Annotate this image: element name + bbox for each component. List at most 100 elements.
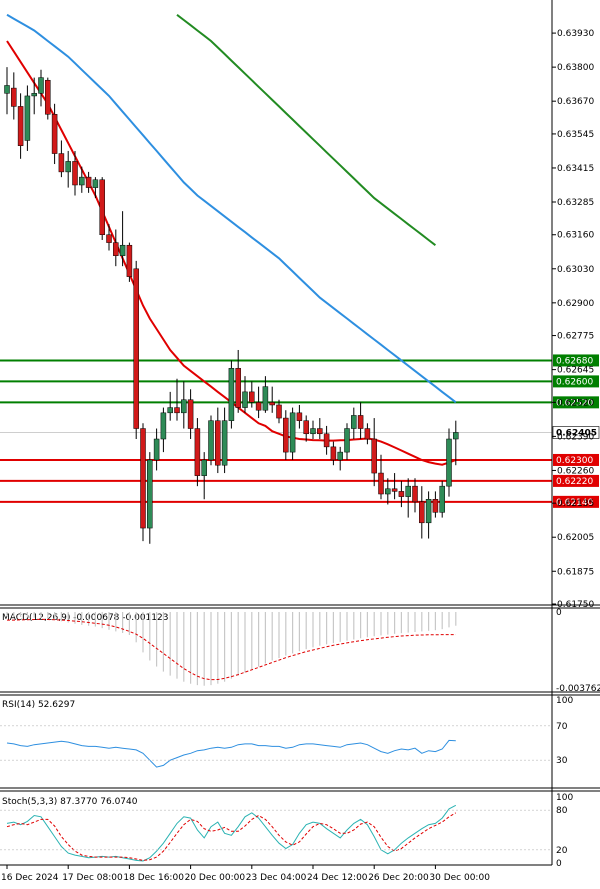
stoch-panel: Stoch(5,3,3) 87.3770 76.0740 100 80 20 0 bbox=[0, 793, 573, 869]
price-tick-label: 0.62390 bbox=[557, 432, 594, 442]
price-tick-label: 0.63030 bbox=[557, 265, 594, 275]
stoch-tick-label: 100 bbox=[556, 793, 573, 803]
price-tick-label: 0.62645 bbox=[557, 366, 594, 376]
candle-body bbox=[364, 428, 371, 440]
time-tick-label: 17 Dec 08:00 bbox=[62, 873, 123, 883]
time-axis: 16 Dec 2024 17 Dec 08:00 18 Dec 16:00 20 De… bbox=[1, 865, 490, 883]
candle-body bbox=[4, 85, 10, 94]
candle-body bbox=[201, 459, 207, 476]
macd-signal-line bbox=[7, 618, 456, 681]
rsi-line bbox=[6, 739, 456, 768]
macd-tick-label: -0.003762 bbox=[556, 684, 600, 694]
time-tick-label: 23 Dec 04:00 bbox=[246, 873, 307, 883]
rsi-panel: RSI(14) 52.6297 100 70 30 bbox=[0, 696, 573, 768]
macd-label: MACD(12,26,9) -0.000678 -0.001123 bbox=[2, 613, 168, 623]
rsi-tick-label: 30 bbox=[556, 756, 568, 766]
candle-body bbox=[425, 498, 432, 524]
time-tick-label: 30 Dec 00:00 bbox=[429, 873, 490, 883]
candle-body bbox=[119, 244, 126, 256]
current-price-label: 0.62405 bbox=[556, 428, 597, 438]
candle-body bbox=[140, 428, 146, 529]
candle-body bbox=[208, 420, 214, 461]
candle-body bbox=[228, 368, 235, 421]
candle-body bbox=[405, 485, 411, 497]
price-tick-label: 0.62260 bbox=[557, 466, 594, 476]
stoch-tick-label: 80 bbox=[556, 806, 568, 816]
time-tick-label: 24 Dec 12:00 bbox=[307, 873, 368, 883]
candle-body bbox=[106, 234, 112, 243]
candle-body bbox=[85, 176, 92, 188]
rsi-tick-label: 100 bbox=[556, 696, 573, 706]
candle-body bbox=[133, 268, 139, 429]
level-tag bbox=[553, 396, 599, 409]
candle-body bbox=[24, 95, 31, 141]
time-tick-label: 16 Dec 2024 bbox=[1, 873, 59, 883]
macd-axis: 0 -0.003762 bbox=[556, 608, 600, 694]
candle-body bbox=[38, 77, 44, 94]
stoch-tick-label: 20 bbox=[556, 846, 568, 856]
level-tag bbox=[553, 375, 599, 388]
candle-body bbox=[317, 428, 323, 435]
candle-body bbox=[153, 438, 160, 461]
level-tag-label: 0.62680 bbox=[556, 356, 593, 366]
time-tick-label: 20 Dec 00:00 bbox=[185, 873, 246, 883]
candle-body bbox=[296, 412, 303, 421]
candle-body bbox=[160, 412, 167, 440]
candle-body bbox=[11, 87, 17, 107]
price-tick-label: 0.63285 bbox=[557, 198, 594, 208]
candle-body bbox=[337, 451, 343, 461]
candle-body bbox=[378, 472, 384, 495]
stoch-label: Stoch(5,3,3) 87.3770 76.0740 bbox=[2, 797, 138, 807]
candle-body bbox=[446, 438, 452, 487]
candle-body bbox=[357, 415, 364, 429]
price-tick-label: 0.61750 bbox=[557, 600, 594, 610]
stoch-signal-line bbox=[6, 812, 457, 861]
price-axis: 0.63930 0.63800 0.63670 0.63545 0.63415 0.632… bbox=[552, 29, 594, 610]
candle-body bbox=[303, 420, 309, 435]
candle-body bbox=[221, 420, 228, 466]
price-tick-label: 0.62135 bbox=[557, 499, 594, 509]
price-tick-label: 0.63930 bbox=[557, 29, 594, 39]
candle-body bbox=[194, 428, 201, 476]
candle-body bbox=[235, 368, 241, 408]
candle-body bbox=[174, 407, 180, 414]
candle-body bbox=[17, 106, 24, 146]
candle-body bbox=[249, 391, 255, 403]
rsi-path bbox=[6, 739, 456, 768]
level-tag bbox=[553, 453, 599, 466]
price-tick-label: 0.63800 bbox=[557, 63, 594, 73]
price-tick-label: 0.63160 bbox=[557, 231, 594, 241]
candle-body bbox=[51, 114, 58, 154]
candle-body bbox=[215, 420, 221, 466]
level-tag-label: 0.62140 bbox=[556, 498, 593, 508]
candle-body bbox=[72, 161, 78, 186]
candle-body bbox=[412, 485, 418, 503]
panel-frames bbox=[0, 0, 600, 866]
candle-body bbox=[99, 179, 105, 235]
candle-body bbox=[255, 402, 262, 411]
stoch-tick-label: 0 bbox=[556, 859, 562, 869]
candle-body bbox=[276, 404, 282, 419]
candle-body bbox=[187, 399, 194, 429]
candle-body bbox=[385, 488, 391, 495]
level-tag-label: 0.62220 bbox=[556, 477, 593, 487]
candles bbox=[4, 67, 459, 544]
price-tick-label: 0.63670 bbox=[557, 97, 594, 107]
candle-body bbox=[242, 391, 248, 408]
rsi-label: RSI(14) 52.6297 bbox=[2, 700, 75, 710]
time-tick-label: 18 Dec 16:00 bbox=[123, 873, 184, 883]
level-tag bbox=[553, 495, 599, 508]
candle-body bbox=[419, 501, 425, 524]
candle-body bbox=[79, 176, 85, 186]
price-panel[interactable]: 0.62680 0.62600 0.62520 0.62300 0.62220 0.621… bbox=[0, 13, 600, 544]
candle-body bbox=[92, 179, 99, 188]
price-tick-label: 0.63415 bbox=[557, 164, 594, 174]
rsi-axis: 100 70 30 bbox=[0, 696, 573, 766]
candle-body bbox=[283, 417, 289, 453]
price-tick-label: 0.62005 bbox=[557, 533, 594, 543]
macd-tick-label: 0 bbox=[556, 608, 562, 618]
candle-body bbox=[344, 428, 350, 453]
candle-body bbox=[58, 153, 65, 173]
